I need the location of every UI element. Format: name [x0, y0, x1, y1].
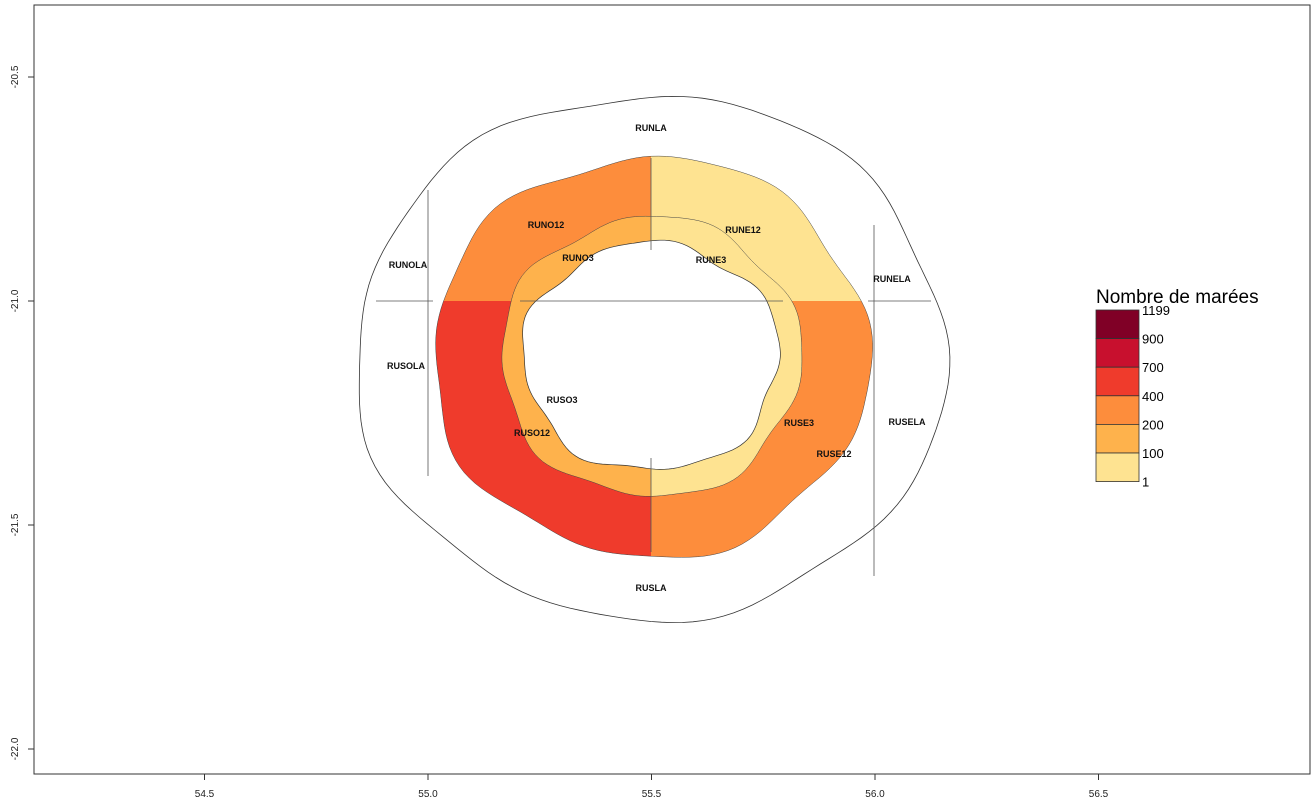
legend-break-label: 700	[1142, 360, 1164, 375]
legend: Nombre de marées 1199 900 700 400 200 100 1	[1095, 287, 1259, 490]
x-tick-label: 56.0	[865, 789, 885, 800]
y-tick-label: -22.0	[10, 737, 21, 760]
zone-label-ruso12: RUSO12	[514, 428, 550, 438]
zone-label-ruso3: RUSO3	[546, 395, 577, 405]
y-tick-label: -21.5	[10, 513, 21, 536]
legend-break-label: 900	[1142, 332, 1164, 347]
x-tick-label: 56.5	[1089, 789, 1109, 800]
y-tick-label: -20.5	[10, 65, 21, 88]
legend-break-label: 400	[1142, 389, 1164, 404]
legend-swatches	[1095, 309, 1140, 483]
band-12nm-outline	[435, 155, 873, 558]
legend-swatch	[1095, 338, 1140, 368]
legend-swatch	[1095, 366, 1140, 397]
y-tick-label: -21.0	[10, 289, 21, 312]
zone-label-rusola: RUSOLA	[387, 361, 426, 371]
y-axis: -20.5 -21.0 -21.5 -22.0	[10, 65, 34, 760]
legend-swatch	[1095, 395, 1140, 425]
zone-label-ruse12: RUSE12	[816, 449, 851, 459]
legend-break-label: 1	[1142, 475, 1149, 490]
sector-borders	[376, 158, 931, 576]
zone-label-rune3: RUNE3	[696, 255, 727, 265]
legend-break-label: 1199	[1142, 303, 1170, 318]
zone-label-rusela: RUSELA	[888, 417, 926, 427]
legend-break-label: 200	[1142, 417, 1164, 432]
zone-label-rusla: RUSLA	[636, 583, 667, 593]
legend-swatch	[1095, 423, 1140, 454]
legend-swatch	[1095, 309, 1140, 340]
legend-break-label: 100	[1142, 446, 1164, 461]
legend-ticks: 1199 900 700 400 200 100 1	[1142, 303, 1170, 490]
zone-label-runo3: RUNO3	[562, 253, 594, 263]
plot-frame	[33, 4, 1311, 775]
legend-swatch	[1095, 452, 1140, 483]
island-coastline	[522, 239, 781, 470]
zone-label-runla: RUNLA	[635, 123, 667, 133]
x-axis: 54.5 55.0 55.5 56.0 56.5	[195, 774, 1109, 800]
zone-label-rune12: RUNE12	[725, 225, 761, 235]
legend-title: Nombre de marées	[1096, 287, 1259, 308]
zone-label-runola: RUNOLA	[389, 260, 428, 270]
zone-label-ruse3: RUSE3	[784, 418, 814, 428]
x-tick-label: 55.5	[642, 789, 662, 800]
x-tick-label: 54.5	[195, 789, 215, 800]
zone-label-runo12: RUNO12	[528, 220, 565, 230]
zones-layer	[358, 95, 951, 624]
zone-label-runela: RUNELA	[873, 274, 911, 284]
band-3nm-outline	[501, 215, 803, 497]
zone-labels: RUNLA RUNOLA RUNELA RUSOLA RUSELA RUSLA RUNO12…	[387, 123, 926, 593]
x-tick-label: 55.0	[418, 789, 438, 800]
